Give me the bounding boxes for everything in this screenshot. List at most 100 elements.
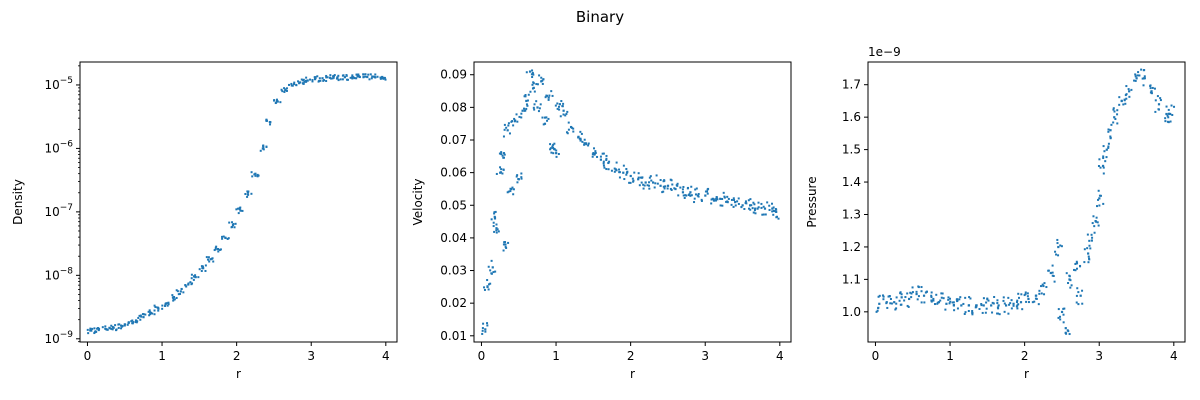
data-point-cluster bbox=[716, 198, 719, 201]
data-point-cluster bbox=[618, 168, 621, 171]
data-point-cluster bbox=[364, 73, 367, 76]
data-point-cluster bbox=[697, 195, 700, 198]
data-point-cluster bbox=[1112, 108, 1115, 111]
data-point bbox=[321, 77, 324, 80]
data-point-cluster bbox=[917, 285, 920, 288]
data-point-cluster bbox=[206, 258, 209, 261]
y-axis-label: Velocity bbox=[411, 178, 425, 225]
data-point-cluster bbox=[985, 307, 988, 310]
y-tick-label: 0.05 bbox=[440, 198, 467, 212]
data-point bbox=[719, 197, 722, 200]
data-point-cluster bbox=[754, 207, 757, 210]
data-point-cluster bbox=[566, 110, 569, 113]
data-point-cluster bbox=[364, 75, 367, 78]
y-tick-label: 1.5 bbox=[842, 143, 861, 157]
data-point-cluster bbox=[231, 225, 234, 228]
data-point-cluster bbox=[648, 176, 651, 179]
data-point-cluster bbox=[98, 328, 101, 331]
data-point-cluster bbox=[153, 309, 156, 312]
data-point-cluster bbox=[964, 296, 967, 299]
data-point bbox=[644, 181, 647, 184]
data-point-cluster bbox=[631, 177, 634, 180]
data-point-cluster bbox=[1079, 264, 1082, 267]
data-point-cluster bbox=[757, 206, 760, 209]
data-point bbox=[216, 247, 220, 251]
data-point-cluster bbox=[641, 176, 644, 179]
data-point-cluster bbox=[164, 304, 167, 307]
data-point-cluster bbox=[669, 187, 672, 190]
data-point-cluster bbox=[1008, 303, 1011, 306]
data-point-cluster bbox=[222, 235, 225, 238]
data-point-cluster bbox=[1112, 121, 1115, 124]
data-point-cluster bbox=[572, 127, 575, 130]
data-point-cluster bbox=[661, 191, 664, 194]
data-point bbox=[120, 324, 123, 327]
data-point-cluster bbox=[593, 153, 596, 156]
data-point-cluster bbox=[356, 75, 359, 78]
data-point-cluster bbox=[670, 188, 673, 191]
data-point-cluster bbox=[1088, 244, 1091, 247]
data-point-cluster bbox=[875, 310, 878, 313]
data-point-cluster bbox=[337, 74, 340, 77]
data-point-cluster bbox=[1130, 88, 1133, 91]
data-point-cluster bbox=[1107, 128, 1110, 131]
data-point bbox=[1087, 252, 1090, 255]
data-point-cluster bbox=[906, 292, 909, 295]
data-point-cluster bbox=[525, 71, 528, 74]
data-point-cluster bbox=[256, 173, 259, 176]
data-point-cluster bbox=[1063, 307, 1066, 310]
data-point-cluster bbox=[579, 139, 582, 142]
data-point-cluster bbox=[520, 177, 523, 180]
data-point-cluster bbox=[207, 256, 210, 259]
data-point-cluster bbox=[537, 110, 540, 113]
data-point-cluster bbox=[615, 161, 618, 164]
data-point-cluster bbox=[237, 212, 240, 215]
data-point-cluster bbox=[495, 231, 498, 234]
data-point bbox=[704, 194, 707, 197]
data-point-cluster bbox=[1098, 194, 1101, 197]
y-tick-label: 0.07 bbox=[440, 133, 467, 147]
data-point-cluster bbox=[518, 115, 521, 118]
data-point-cluster bbox=[605, 168, 608, 171]
data-point-cluster bbox=[1016, 299, 1019, 302]
data-point-cluster bbox=[304, 79, 307, 82]
data-point-cluster bbox=[1120, 99, 1123, 102]
data-point-cluster bbox=[134, 321, 137, 324]
data-point-cluster bbox=[605, 157, 608, 160]
data-point bbox=[922, 294, 926, 297]
data-point bbox=[506, 129, 509, 132]
data-point-cluster bbox=[1051, 274, 1054, 277]
data-point-cluster bbox=[549, 143, 552, 146]
data-point-cluster bbox=[513, 117, 516, 120]
data-point-cluster bbox=[613, 167, 616, 170]
data-point-cluster bbox=[1083, 261, 1086, 264]
data-point-cluster bbox=[768, 204, 771, 207]
data-point-cluster bbox=[507, 124, 510, 127]
x-tick-label: 3 bbox=[1095, 349, 1103, 363]
data-point-cluster bbox=[958, 298, 961, 301]
data-point-cluster bbox=[662, 180, 665, 183]
data-point-cluster bbox=[772, 206, 775, 209]
data-point-cluster bbox=[285, 87, 288, 90]
data-point-cluster bbox=[887, 295, 890, 298]
data-point-cluster bbox=[503, 128, 506, 131]
data-point-cluster bbox=[585, 143, 588, 146]
data-point-cluster bbox=[895, 307, 898, 310]
x-tick-label: 2 bbox=[627, 349, 635, 363]
data-point bbox=[637, 178, 640, 181]
data-point-cluster bbox=[89, 329, 92, 332]
data-point bbox=[1113, 116, 1116, 119]
data-point-cluster bbox=[1116, 113, 1119, 116]
data-point-cluster bbox=[231, 221, 234, 224]
data-point bbox=[945, 302, 948, 305]
data-point-cluster bbox=[686, 187, 689, 190]
data-point bbox=[629, 174, 632, 178]
data-point-cluster bbox=[358, 75, 361, 78]
data-point-cluster bbox=[570, 126, 573, 129]
data-point bbox=[336, 76, 339, 79]
data-point bbox=[960, 304, 963, 307]
data-point-cluster bbox=[881, 294, 884, 297]
data-point-cluster bbox=[153, 304, 156, 307]
data-point-cluster bbox=[490, 218, 493, 221]
data-point-cluster bbox=[936, 301, 939, 304]
